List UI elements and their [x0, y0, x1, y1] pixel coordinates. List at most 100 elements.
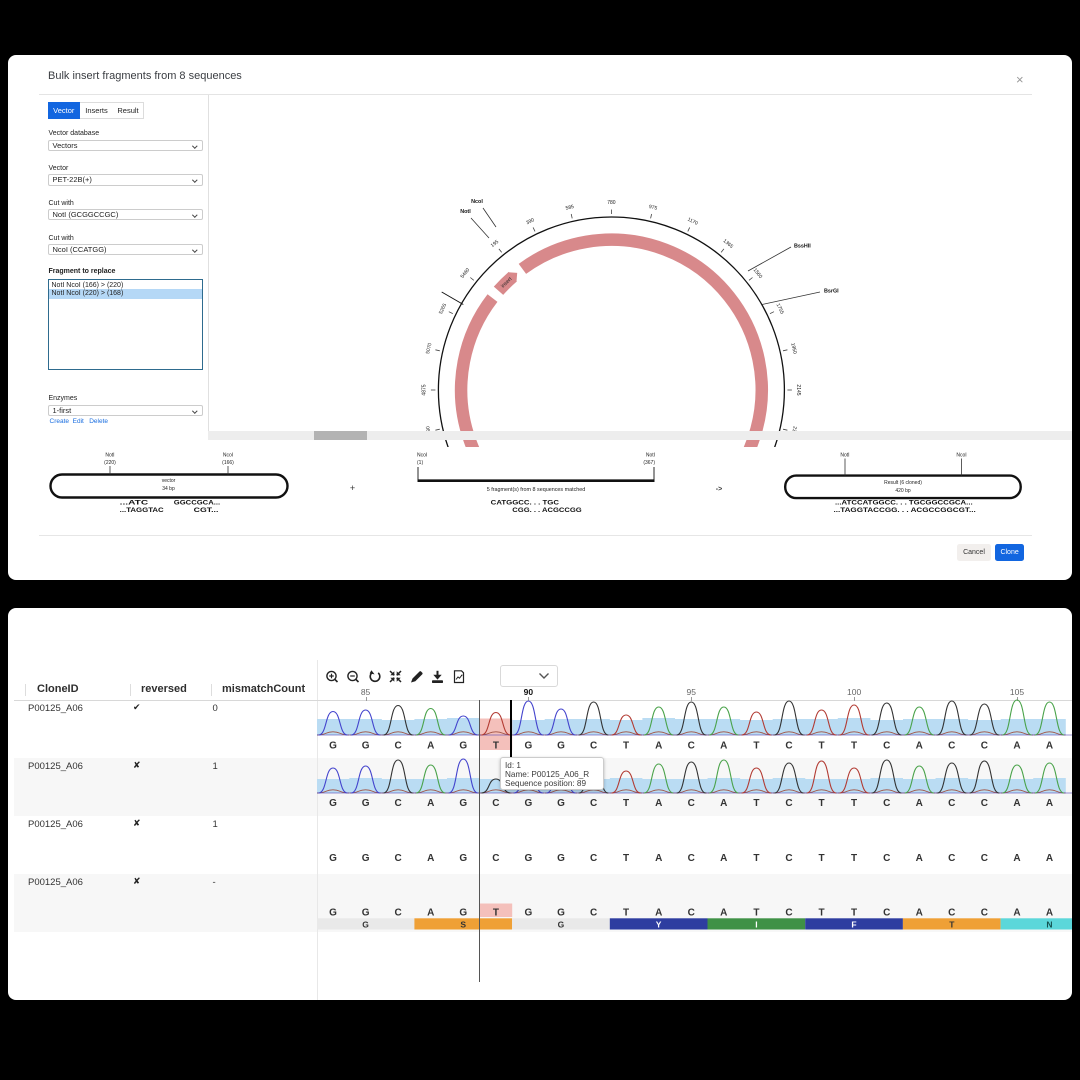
svg-text:T: T — [851, 853, 857, 864]
svg-text:A: A — [427, 798, 434, 809]
svg-text:Y: Y — [656, 920, 662, 930]
svg-text:C: C — [785, 853, 792, 864]
svg-text:->: -> — [716, 486, 722, 493]
svg-text:G: G — [459, 798, 467, 809]
svg-text:A: A — [1013, 798, 1020, 809]
svg-text:vector: vector — [162, 478, 176, 484]
svg-text:C: C — [492, 798, 499, 809]
svg-text:C: C — [590, 741, 597, 752]
svg-text:A: A — [1013, 908, 1020, 919]
svg-text:A: A — [427, 741, 434, 752]
svg-text:T: T — [753, 798, 759, 809]
svg-text:2145: 2145 — [795, 384, 801, 395]
svg-text:CGT...: CGT... — [194, 508, 219, 514]
svg-text:C: C — [883, 798, 890, 809]
svg-text:C: C — [688, 741, 695, 752]
svg-text:NcoI: NcoI — [417, 453, 427, 459]
svg-text:C: C — [981, 741, 988, 752]
svg-text:C: C — [590, 798, 597, 809]
svg-text:A: A — [655, 908, 662, 919]
svg-text:C: C — [785, 908, 792, 919]
svg-text:T: T — [949, 920, 955, 930]
svg-text:BssHII: BssHII — [794, 244, 811, 250]
svg-text:585: 585 — [565, 204, 575, 212]
svg-text:A: A — [720, 908, 727, 919]
svg-text:A: A — [427, 853, 434, 864]
svg-text:N: N — [1046, 920, 1052, 930]
svg-text:A: A — [720, 741, 727, 752]
svg-text:T: T — [623, 741, 629, 752]
svg-text:5460: 5460 — [460, 267, 472, 280]
svg-text:T: T — [493, 908, 499, 919]
svg-text:780: 780 — [607, 200, 616, 206]
svg-text:T: T — [818, 853, 824, 864]
svg-text:A: A — [1046, 908, 1053, 919]
svg-text:G: G — [459, 741, 467, 752]
svg-text:C: C — [688, 908, 695, 919]
svg-text:G: G — [362, 908, 370, 919]
svg-text:F: F — [851, 920, 856, 930]
svg-text:A: A — [720, 853, 727, 864]
svg-text:NotI: NotI — [460, 209, 471, 215]
svg-text:C: C — [785, 741, 792, 752]
svg-text:T: T — [818, 741, 824, 752]
svg-text:C: C — [688, 853, 695, 864]
svg-text:GGCCGCA...: GGCCGCA... — [174, 501, 221, 507]
svg-text:G: G — [329, 798, 337, 809]
svg-text:(220): (220) — [104, 460, 116, 466]
svg-text:G: G — [558, 920, 565, 930]
svg-text:5265: 5265 — [438, 302, 448, 315]
svg-text:G: G — [557, 798, 565, 809]
svg-text:C: C — [785, 798, 792, 809]
svg-text:NcoI: NcoI — [956, 453, 966, 459]
svg-text:C: C — [981, 853, 988, 864]
svg-text:A: A — [916, 798, 923, 809]
svg-text:G: G — [525, 853, 533, 864]
svg-text:A: A — [655, 853, 662, 864]
svg-text:S: S — [460, 920, 466, 930]
svg-text:+: + — [350, 483, 355, 493]
svg-text:C: C — [492, 853, 499, 864]
svg-text:T: T — [623, 908, 629, 919]
svg-text:A: A — [1013, 741, 1020, 752]
svg-text:A: A — [655, 741, 662, 752]
svg-text:A: A — [655, 798, 662, 809]
svg-text:C: C — [883, 741, 890, 752]
svg-text:BsrGI: BsrGI — [824, 289, 839, 295]
svg-text:NcoI: NcoI — [471, 199, 483, 205]
svg-text:T: T — [623, 798, 629, 809]
svg-text:390: 390 — [525, 217, 535, 226]
svg-text:G: G — [362, 920, 369, 930]
svg-text:G: G — [329, 853, 337, 864]
svg-text:G: G — [329, 908, 337, 919]
svg-text:G: G — [557, 908, 565, 919]
svg-text:1755: 1755 — [775, 303, 785, 316]
svg-text:G: G — [362, 853, 370, 864]
svg-text:C: C — [883, 853, 890, 864]
svg-text:1170: 1170 — [686, 217, 698, 227]
svg-text:NotI: NotI — [646, 453, 655, 459]
svg-text:5070: 5070 — [425, 342, 433, 354]
svg-text:G: G — [557, 853, 565, 864]
svg-text:NotI: NotI — [105, 453, 114, 459]
svg-text:...ATC: ...ATC — [120, 501, 150, 507]
svg-text:C: C — [688, 798, 695, 809]
svg-text:A: A — [916, 853, 923, 864]
svg-text:T: T — [851, 741, 857, 752]
svg-text:NcoI: NcoI — [223, 453, 233, 459]
svg-text:NotI: NotI — [840, 453, 849, 459]
svg-text:(1): (1) — [417, 460, 423, 466]
svg-text:4875: 4875 — [422, 384, 428, 395]
svg-text:420 bp: 420 bp — [895, 488, 911, 494]
svg-text:C: C — [981, 798, 988, 809]
svg-text:I: I — [755, 920, 757, 930]
svg-text:A: A — [427, 908, 434, 919]
svg-text:G: G — [362, 741, 370, 752]
svg-text:1365: 1365 — [722, 238, 735, 250]
svg-text:C: C — [948, 853, 955, 864]
svg-text:T: T — [753, 853, 759, 864]
svg-text:C: C — [394, 853, 401, 864]
svg-text:A: A — [916, 741, 923, 752]
svg-text:G: G — [525, 741, 533, 752]
svg-text:T: T — [818, 908, 824, 919]
